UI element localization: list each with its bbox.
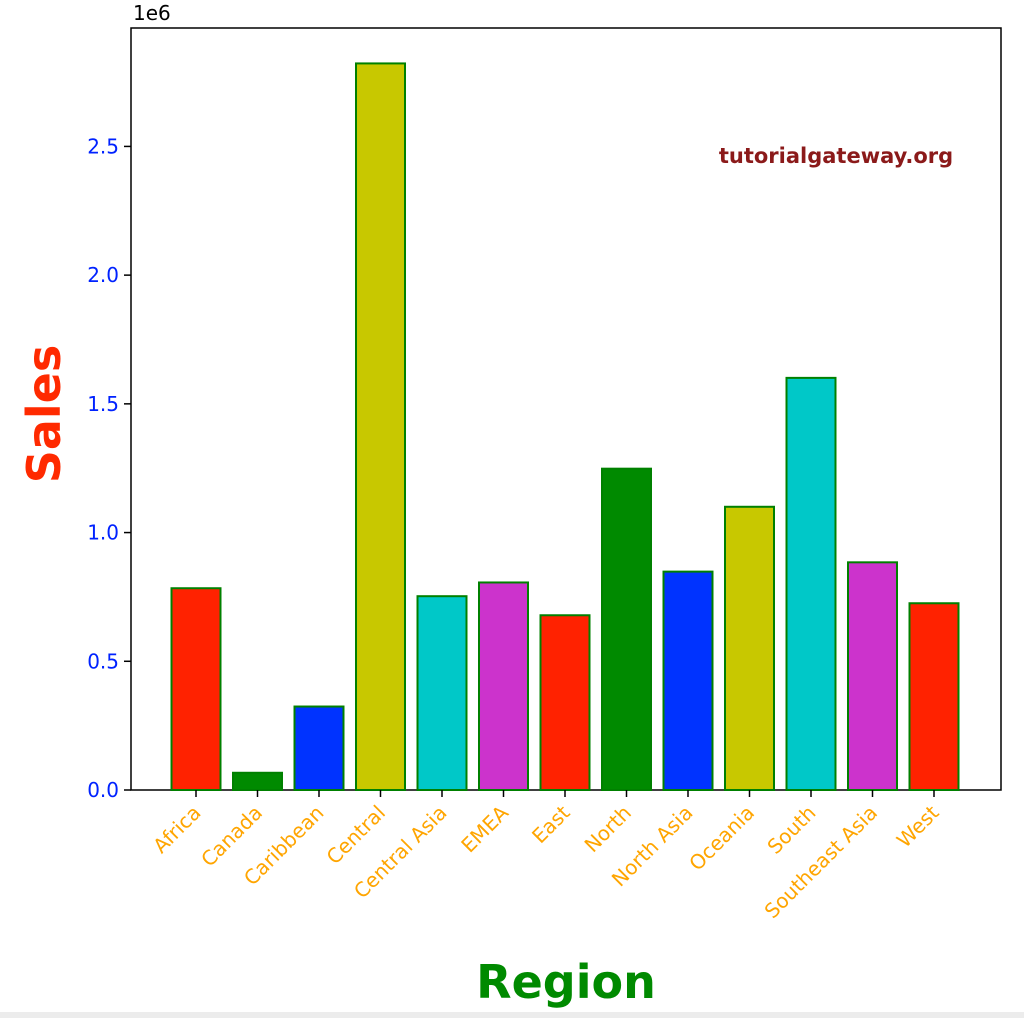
bar-africa (170, 587, 222, 791)
y-tick-label: 0.0 (87, 778, 119, 802)
y-tick-label: 1.5 (87, 392, 119, 416)
bar-central-asia (416, 595, 468, 792)
bar-north (601, 467, 652, 791)
y-offset-label: 1e6 (133, 1, 171, 25)
watermark: tutorialgateway.org (719, 144, 953, 168)
bar-emea (478, 581, 529, 791)
bar-canada (232, 771, 283, 792)
x-tick-label: Africa (148, 801, 205, 858)
bar-caribbean (293, 705, 345, 792)
y-tick-label: 1.0 (87, 521, 119, 545)
bar-central (355, 62, 406, 791)
bar-oceania (724, 505, 775, 791)
y-tick-label: 0.5 (87, 649, 119, 673)
x-tick-label: EMEA (456, 800, 513, 857)
bar-south (785, 376, 837, 791)
x-tick-label: West (892, 800, 944, 852)
bar-west (908, 602, 960, 792)
x-tick-label: Oceania (684, 801, 759, 876)
x-tick-label: East (527, 800, 575, 848)
x-axis-label: Region (476, 955, 656, 1009)
bars-group (170, 62, 960, 792)
x-tick-label: North (580, 801, 637, 858)
y-axis-label: Sales (17, 345, 71, 484)
bar-north-asia (662, 570, 714, 791)
bottom-strip (0, 1012, 1024, 1018)
bar-southeast-asia (847, 561, 898, 792)
bar-east (539, 614, 591, 792)
x-tick-label: South (762, 801, 820, 859)
x-tick-label: Southeast Asia (760, 801, 882, 923)
y-tick-label: 2.5 (87, 134, 119, 158)
y-tick-label: 2.0 (87, 263, 119, 287)
y-axis-ticks: 0.0 0.5 1.0 1.5 2.0 2.5 (87, 134, 131, 802)
